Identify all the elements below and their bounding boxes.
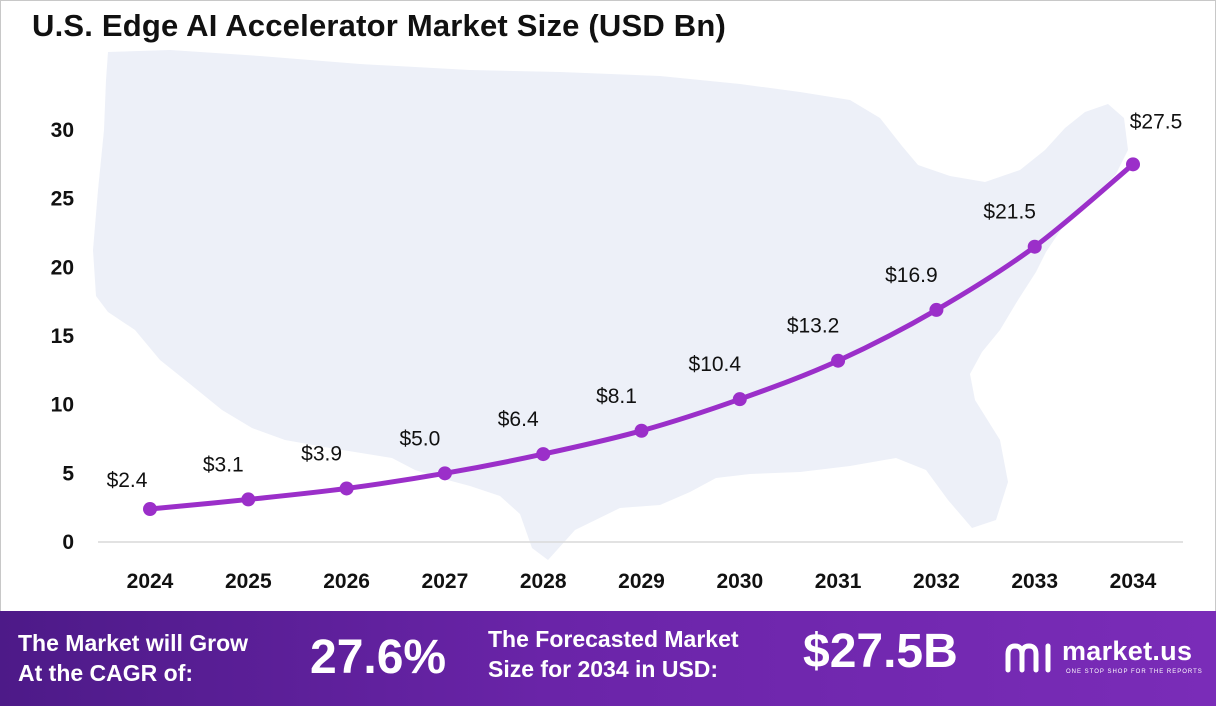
x-axis: 2024 2025 2026 2027 2028 2029 2030 2031 2032 2033…	[127, 570, 1157, 593]
x-tick-label-2031: 2031	[815, 570, 862, 593]
x-tick-label-2025: 2025	[225, 570, 272, 593]
series-line	[147, 161, 1136, 512]
y-axis: 0 5 10 15 20 25 30	[51, 119, 75, 554]
forecast-text-line1: The Forecasted Market	[488, 626, 739, 652]
cagr-text: The Market will Grow At the CAGR of:	[18, 628, 248, 688]
data-labels: $2.4 $3.1 $3.9 $5.0 $6.4 $8.1 $10.4 $13.2 $16.9 $…	[107, 110, 1183, 492]
market-us-logo-icon	[1005, 643, 1051, 673]
x-tick-label-2027: 2027	[422, 570, 469, 593]
data-point-2026	[339, 481, 354, 496]
y-tick-label-5: 5	[62, 462, 74, 485]
y-tick-label-15: 15	[51, 325, 75, 348]
chart-title: U.S. Edge AI Accelerator Market Size (US…	[32, 8, 727, 43]
data-label-2034: $27.5	[1130, 110, 1183, 133]
data-point-2031	[831, 353, 846, 368]
x-tick-label-2028: 2028	[520, 570, 567, 593]
y-tick-label-25: 25	[51, 188, 75, 211]
data-point-2030	[732, 392, 747, 407]
data-point-2028	[536, 447, 551, 462]
logo-tagline: ONE STOP SHOP FOR THE REPORTS	[1066, 669, 1203, 675]
x-tick-label-2024: 2024	[127, 570, 174, 593]
forecast-value: $27.5B	[803, 625, 958, 678]
cagr-text-line1: The Market will Grow	[18, 630, 249, 656]
x-tick-label-2034: 2034	[1110, 570, 1157, 593]
y-tick-label-30: 30	[51, 119, 74, 142]
data-point-2033	[1027, 239, 1042, 254]
market-us-logo: market.us ONE STOP SHOP FOR THE REPORTS	[1004, 636, 1210, 682]
data-point-2025	[241, 492, 256, 507]
y-tick-label-20: 20	[51, 256, 74, 279]
data-label-2033: $21.5	[983, 201, 1036, 224]
cagr-value: 27.6%	[310, 631, 447, 684]
data-point-2032	[929, 302, 944, 317]
x-tick-label-2030: 2030	[716, 570, 763, 593]
forecast-text-line2: Size for 2034 in USD:	[488, 656, 719, 682]
data-point-2034	[1126, 157, 1140, 172]
footer-banner	[0, 611, 1216, 706]
data-point-2027	[437, 466, 452, 481]
data-label-2025: $3.1	[203, 453, 244, 476]
cagr-text-line2: At the CAGR of:	[18, 660, 194, 686]
data-point-2029	[634, 423, 649, 438]
data-point-2024	[143, 502, 157, 517]
y-tick-label-0: 0	[62, 531, 74, 554]
forecast-text: The Forecasted Market Size for 2034 in U…	[488, 624, 739, 684]
x-tick-label-2029: 2029	[618, 570, 665, 593]
logo-name: market.us	[1062, 636, 1193, 666]
x-tick-label-2032: 2032	[913, 570, 960, 593]
data-points	[143, 157, 1140, 517]
data-label-2027: $5.0	[399, 427, 440, 450]
data-label-2024: $2.4	[107, 469, 148, 492]
usa-map-background	[93, 50, 1128, 560]
x-tick-label-2026: 2026	[323, 570, 370, 593]
data-label-2028: $6.4	[498, 408, 539, 431]
data-label-2032: $16.9	[885, 264, 938, 287]
data-label-2031: $13.2	[787, 315, 840, 338]
data-label-2030: $10.4	[689, 353, 742, 376]
y-tick-label-10: 10	[51, 394, 74, 417]
data-label-2026: $3.9	[301, 442, 342, 465]
x-tick-label-2033: 2033	[1011, 570, 1058, 593]
data-label-2029: $8.1	[596, 385, 637, 408]
